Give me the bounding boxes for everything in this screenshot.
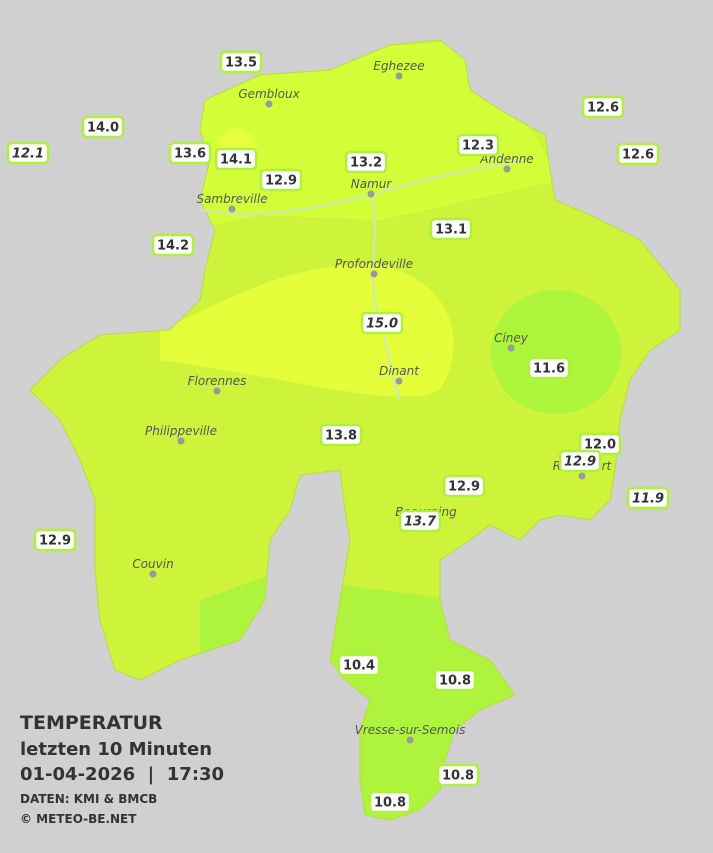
station-box <box>368 790 412 814</box>
city-dot <box>395 377 403 385</box>
station-box <box>214 147 258 171</box>
station-value: 12.3 <box>462 139 494 154</box>
station-value: 14.1 <box>220 153 252 168</box>
legend-datetime: 01-04-2026 | 17:30 <box>20 764 224 785</box>
station-box <box>433 668 477 692</box>
station-box <box>626 486 670 510</box>
station-box <box>581 95 625 119</box>
station-box <box>81 115 125 139</box>
station-box <box>442 474 486 498</box>
stations: 13.5 14.0 12.1 13.6 14.1 12.9 13.2 12.3 12.6 12.6… <box>6 50 670 814</box>
city-dot <box>367 190 375 198</box>
station-box <box>429 217 473 241</box>
station-box <box>259 168 303 192</box>
legend-period: letzten 10 Minuten <box>20 739 212 760</box>
station-box <box>558 449 602 473</box>
city-label: Gembloux <box>238 87 300 101</box>
station-value: 14.2 <box>157 239 189 254</box>
station-value: 13.8 <box>325 429 357 444</box>
station-value: 12.6 <box>587 101 619 116</box>
station-box <box>456 133 500 157</box>
legend-copyright: © METEO-BE.NET <box>20 812 137 826</box>
city-dot <box>149 570 157 578</box>
city-label: Dinant <box>379 364 420 378</box>
legend-source: DATEN: KMI & BMCB <box>20 792 157 806</box>
station-value: 12.9 <box>265 174 297 189</box>
station-box <box>436 763 480 787</box>
city-dot <box>507 344 515 352</box>
station-value: 11.6 <box>533 362 565 377</box>
station-box <box>360 311 404 335</box>
station-box <box>527 356 571 380</box>
city-label: Couvin <box>132 557 173 571</box>
station-box <box>168 141 212 165</box>
station-box <box>616 142 660 166</box>
station-box <box>337 653 381 677</box>
station-value: 12.6 <box>622 148 654 163</box>
station-value: 13.1 <box>435 223 467 238</box>
station-value: 12.9 <box>448 480 480 495</box>
station-value: 13.7 <box>404 515 437 530</box>
station-box <box>344 150 388 174</box>
station-value: 12.0 <box>584 438 616 453</box>
city-label: Florennes <box>188 374 247 388</box>
station-box <box>398 509 442 533</box>
station-box <box>151 233 195 257</box>
station-value: 13.2 <box>350 156 382 171</box>
city-dot <box>370 270 378 278</box>
city-label: Ciney <box>494 331 529 345</box>
city-dot <box>503 165 511 173</box>
station-box <box>219 50 263 74</box>
city-dot <box>228 205 236 213</box>
station-box <box>33 528 77 552</box>
station-value: 12.1 <box>12 147 44 162</box>
station-value: 12.9 <box>39 534 71 549</box>
station-value: 10.8 <box>374 796 406 811</box>
station-value: 10.4 <box>343 659 375 674</box>
city-dot <box>578 472 586 480</box>
legend-title: TEMPERATUR <box>20 712 163 734</box>
city-label: Philippeville <box>145 424 217 438</box>
city-label: Namur <box>351 177 393 191</box>
station-value: 10.8 <box>439 674 471 689</box>
city-dot <box>395 72 403 80</box>
city-dot <box>265 100 273 108</box>
station-value: 10.8 <box>442 769 474 784</box>
station-box <box>6 141 50 165</box>
city-label: Vresse-sur-Semois <box>355 723 466 737</box>
station-value: 14.0 <box>87 121 119 136</box>
city-label: Profondeville <box>335 257 413 271</box>
city-dot <box>213 387 221 395</box>
city-label: Eghezee <box>373 59 424 73</box>
station-value: 11.9 <box>632 492 664 507</box>
city-dot <box>406 736 414 744</box>
station-value: 12.9 <box>564 455 596 470</box>
station-value: 15.0 <box>366 317 398 332</box>
station-value: 13.5 <box>225 56 257 71</box>
station-value: 13.6 <box>174 147 206 162</box>
station-box <box>319 423 363 447</box>
city-dot <box>177 437 185 445</box>
city-label: Sambreville <box>196 192 267 206</box>
legend: TEMPERATUR letzten 10 Minuten 01-04-2026… <box>20 712 224 826</box>
